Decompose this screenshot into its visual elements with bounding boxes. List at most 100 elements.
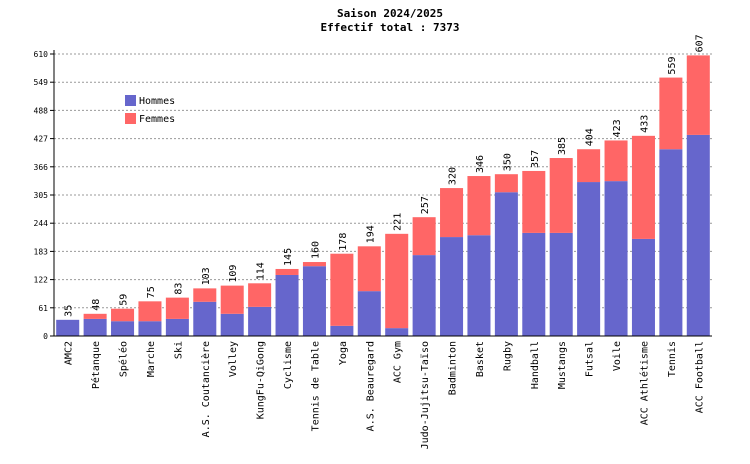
bar-segment: [248, 306, 272, 336]
total-label: 35: [64, 305, 75, 317]
bar-segment: [248, 283, 272, 307]
x-tick-label: Marche: [146, 341, 157, 377]
bar-segment: [522, 170, 546, 233]
bar-segment: [330, 325, 354, 336]
x-tick-label: Volley: [228, 341, 239, 377]
bar-segment: [440, 188, 464, 238]
bar-segment: [659, 77, 683, 150]
x-tick-label: A.S. Coutancière: [200, 341, 212, 437]
x-tick-label: Tennis: [667, 341, 678, 377]
chart-title: Saison 2024/2025: [337, 7, 443, 20]
total-label: 423: [612, 119, 623, 137]
y-tick-label: 549: [34, 78, 49, 87]
bar-segment: [220, 285, 244, 314]
bar-segment: [604, 181, 628, 336]
y-tick-label: 427: [34, 135, 49, 144]
total-label: 221: [393, 213, 404, 231]
legend-label: Femmes: [139, 114, 175, 125]
total-label: 103: [201, 267, 212, 285]
total-label: 357: [530, 150, 541, 168]
total-label: 385: [557, 137, 568, 155]
x-tick-label: Mustangs: [557, 341, 568, 389]
bar-segment: [111, 308, 135, 322]
total-label: 607: [694, 34, 705, 52]
y-tick-label: 0: [43, 332, 48, 341]
bar-segment: [385, 233, 409, 329]
bar-segment: [494, 174, 518, 193]
x-tick-label: Judo-Jujitsu-Taïso: [420, 341, 431, 449]
x-tick-label: ACC Gym: [393, 341, 404, 383]
bar-segment: [686, 134, 710, 336]
bar-segment: [440, 237, 464, 336]
bar-segment: [83, 318, 107, 336]
bar-segment: [56, 319, 80, 336]
total-label: 346: [475, 155, 486, 173]
bar-segment: [549, 232, 573, 336]
bar-segment: [467, 176, 491, 236]
total-label: 320: [448, 167, 459, 185]
bar-segment: [111, 321, 135, 336]
legend-label: Hommes: [139, 96, 175, 107]
total-label: 114: [256, 262, 267, 280]
bar-segment: [522, 232, 546, 336]
x-tick-label: AMC2: [64, 341, 75, 365]
bar-segment: [357, 246, 381, 292]
x-tick-label: Cyclisme: [283, 341, 294, 389]
x-tick-label: Rugby: [502, 341, 513, 371]
y-tick-label: 366: [34, 163, 49, 172]
bar-segment: [165, 318, 189, 336]
x-tick-label: Badminton: [448, 341, 459, 395]
bar-segment: [385, 328, 409, 336]
bar-segment: [549, 158, 573, 233]
y-tick-label: 183: [34, 247, 49, 256]
bar-segment: [193, 288, 217, 302]
total-label: 350: [502, 153, 513, 171]
bar-segment: [631, 135, 655, 239]
bar-segment: [165, 297, 189, 319]
bar-segment: [193, 301, 217, 336]
y-tick-label: 244: [34, 219, 49, 228]
bar-segment: [357, 291, 381, 336]
chart-subtitle: Effectif total : 7373: [320, 21, 459, 34]
x-tick-label: ACC Athlétisme: [638, 341, 650, 425]
total-label: 145: [283, 248, 294, 266]
total-label: 83: [173, 283, 184, 295]
y-tick-label: 122: [34, 276, 49, 285]
bar-segment: [577, 149, 601, 183]
total-label: 559: [667, 57, 678, 75]
bar-segment: [330, 253, 354, 326]
x-tick-label: KungFu-QiGong: [256, 341, 267, 419]
bar-segment: [302, 262, 326, 267]
bar-segment: [659, 149, 683, 336]
bar-segment: [494, 192, 518, 336]
bar-segment: [412, 255, 436, 336]
y-tick-label: 61: [38, 304, 48, 313]
bar-segment: [412, 217, 436, 256]
bar-segment: [220, 313, 244, 336]
bar-segment: [275, 274, 299, 336]
total-label: 109: [228, 265, 239, 283]
total-label: 178: [338, 233, 349, 251]
legend-swatch: [125, 113, 136, 124]
total-label: 194: [365, 225, 376, 243]
x-tick-label: Voile: [612, 341, 623, 371]
total-label: 404: [585, 128, 596, 146]
total-label: 433: [639, 115, 650, 133]
x-tick-label: Handball: [530, 341, 541, 389]
legend-swatch: [125, 95, 136, 106]
x-tick-label: Spéléo: [118, 341, 130, 377]
x-tick-label: A.S. Beauregard: [365, 341, 376, 431]
x-tick-label: Yoga: [338, 341, 349, 365]
bar-segment: [686, 55, 710, 135]
x-tick-label: Ski: [173, 341, 184, 359]
bar-segment: [302, 266, 326, 336]
total-label: 160: [310, 241, 321, 259]
x-tick-label: Futsal: [585, 341, 596, 377]
bar-segment: [604, 140, 628, 182]
y-tick-label: 305: [34, 191, 49, 200]
x-tick-label: Basket: [475, 341, 486, 377]
bar-segment: [138, 301, 162, 322]
bar-segment: [577, 182, 601, 336]
bar-segment: [275, 268, 299, 275]
